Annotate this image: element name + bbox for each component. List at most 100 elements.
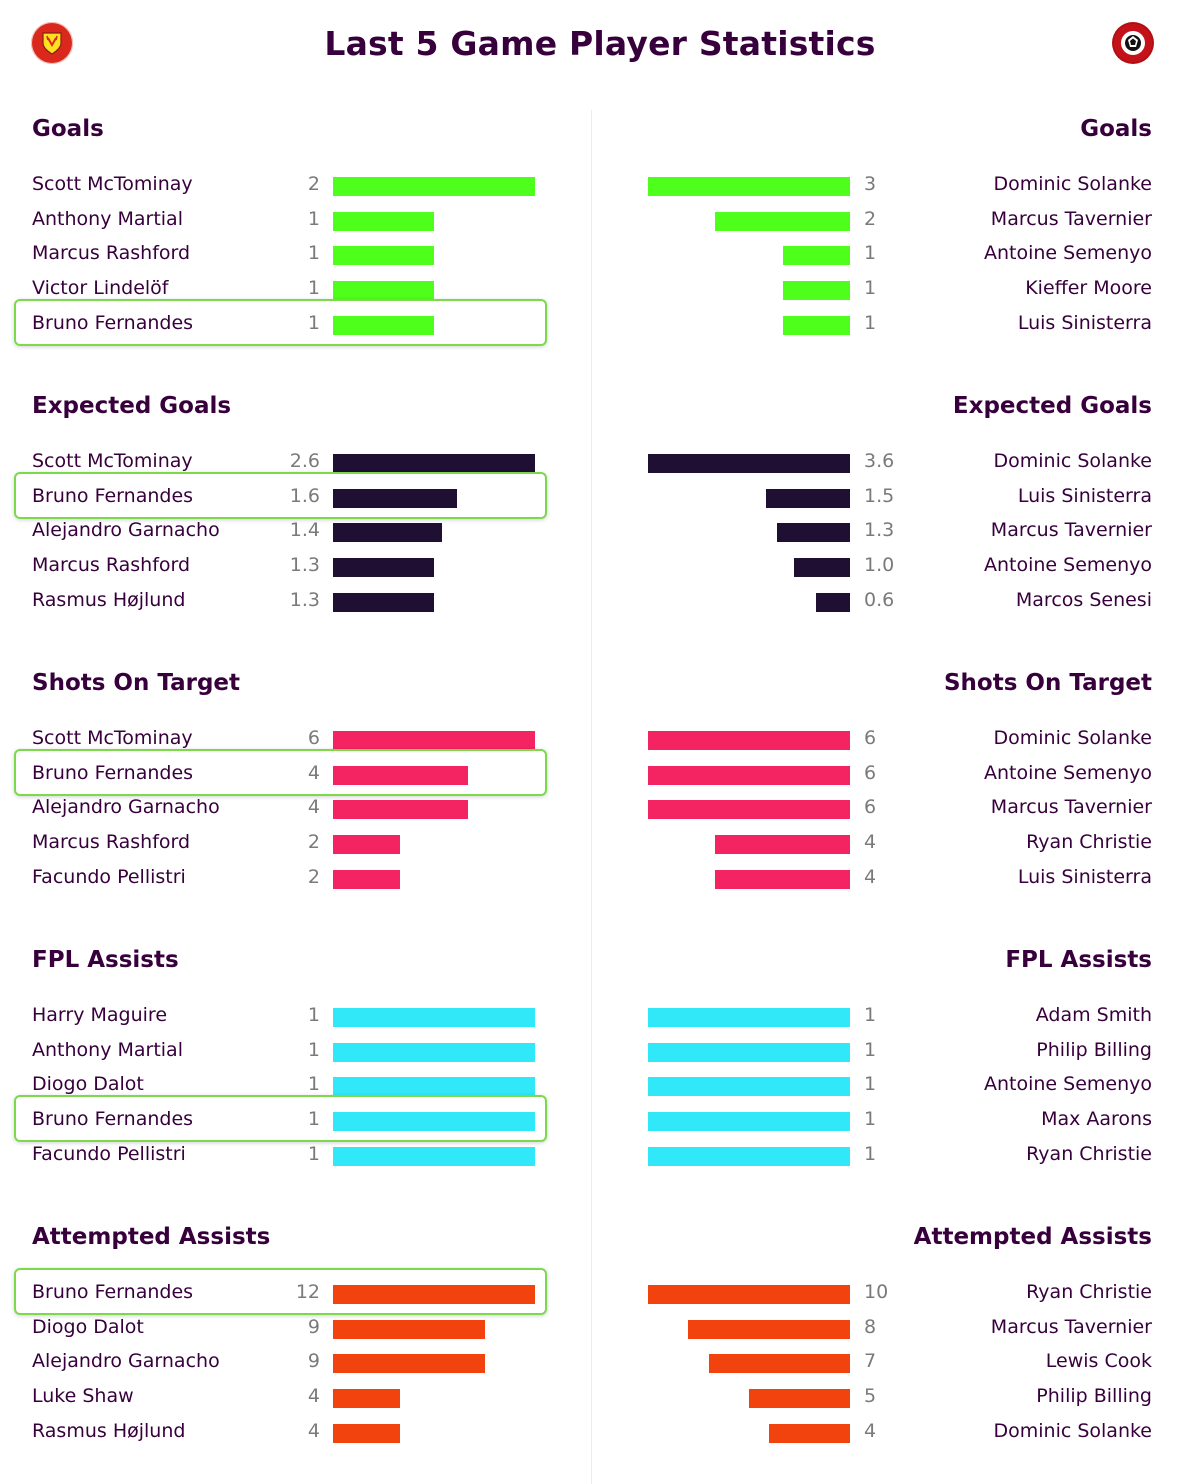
- right-stat-value: 1: [864, 1073, 877, 1096]
- devil-shield-icon: [42, 32, 62, 55]
- right-player-name[interactable]: Adam Smith: [1035, 1004, 1152, 1026]
- left-player-name[interactable]: Bruno Fernandes: [32, 761, 194, 784]
- left-player-name[interactable]: Alejandro Garnacho: [32, 1350, 220, 1373]
- left-bar: [333, 765, 468, 785]
- left-stat-value: 1.6: [289, 484, 320, 507]
- left-bar: [333, 1354, 485, 1374]
- left-player-name[interactable]: Rasmus Højlund: [32, 588, 186, 611]
- right-player-name[interactable]: Dominic Solanke: [993, 1419, 1152, 1442]
- right-player-name[interactable]: Luis Sinisterra: [1017, 865, 1152, 888]
- right-bar: [648, 765, 850, 785]
- left-stat-value: 1.4: [289, 519, 320, 542]
- right-player-name[interactable]: Dominic Solanke: [993, 173, 1152, 195]
- right-player-name[interactable]: Marcus Tavernier: [990, 207, 1152, 230]
- left-player-name[interactable]: Scott McTominay: [32, 173, 193, 195]
- left-player-name[interactable]: Scott McTominay: [32, 727, 193, 749]
- right-player-name[interactable]: Max Aarons: [1041, 1108, 1152, 1131]
- right-stat-value: 1: [864, 311, 877, 334]
- left-stat-value: 2: [307, 865, 320, 888]
- left-stat-value: 4: [307, 1419, 320, 1442]
- right-bar: [783, 315, 850, 335]
- left-player-name[interactable]: Bruno Fernandes: [32, 311, 194, 334]
- right-bar: [648, 177, 850, 196]
- left-player-name[interactable]: Rasmus Højlund: [32, 1419, 186, 1442]
- right-player-name[interactable]: Philip Billing: [1036, 1385, 1152, 1408]
- left-bar: [333, 454, 535, 473]
- right-bar: [648, 1008, 850, 1027]
- left-player-name[interactable]: Luke Shaw: [32, 1385, 134, 1408]
- left-bar: [333, 1008, 535, 1027]
- right-bar: [688, 1319, 850, 1339]
- bournemouth-crest-icon: [1112, 22, 1154, 64]
- left-player-name[interactable]: Marcus Rashford: [32, 831, 191, 854]
- right-player-name[interactable]: Kieffer Moore: [1025, 277, 1152, 300]
- right-bar: [794, 558, 850, 578]
- left-player-name[interactable]: Marcus Rashford: [32, 242, 191, 265]
- right-player-name[interactable]: Ryan Christie: [1026, 1142, 1152, 1165]
- left-player-name[interactable]: Anthony Martial: [32, 207, 183, 230]
- left-shots-on-target-title: Shots On Target: [32, 670, 241, 696]
- right-bar: [648, 731, 850, 750]
- left-player-name[interactable]: Anthony Martial: [32, 1038, 183, 1061]
- right-player-name[interactable]: Dominic Solanke: [993, 727, 1152, 749]
- right-player-name[interactable]: Marcos Senesi: [1015, 588, 1152, 611]
- right-player-name[interactable]: Marcus Tavernier: [990, 1315, 1152, 1338]
- right-player-name[interactable]: Antoine Semenyo: [983, 1073, 1152, 1096]
- right-bar: [648, 1112, 850, 1132]
- left-stat-value: 9: [307, 1350, 320, 1373]
- left-player-name[interactable]: Diogo Dalot: [32, 1073, 144, 1096]
- left-player-name[interactable]: Diogo Dalot: [32, 1315, 144, 1338]
- left-stat-value: 2: [307, 173, 320, 195]
- left-player-name[interactable]: Bruno Fernandes: [32, 484, 194, 507]
- right-stat-value: 3.6: [864, 450, 895, 472]
- right-player-name[interactable]: Dominic Solanke: [993, 450, 1152, 472]
- right-bar: [777, 523, 850, 543]
- left-expected-goals-title: Expected Goals: [32, 393, 232, 419]
- left-player-name[interactable]: Alejandro Garnacho: [32, 796, 220, 819]
- left-player-name[interactable]: Scott McTominay: [32, 450, 193, 472]
- right-stat-value: 3: [864, 173, 877, 195]
- right-player-name[interactable]: Marcus Tavernier: [990, 519, 1152, 542]
- right-attempted-assists-title: Attempted Assists: [913, 1224, 1152, 1250]
- right-stat-value: 4: [864, 831, 877, 854]
- right-player-name[interactable]: Ryan Christie: [1026, 1281, 1152, 1303]
- right-stat-value: 5: [864, 1385, 877, 1408]
- left-bar: [333, 1042, 535, 1062]
- right-stat-value: 4: [864, 1419, 877, 1442]
- right-stat-value: 1: [864, 1142, 877, 1165]
- right-player-name[interactable]: Luis Sinisterra: [1017, 311, 1152, 334]
- left-player-name[interactable]: Bruno Fernandes: [32, 1108, 194, 1131]
- right-player-name[interactable]: Luis Sinisterra: [1017, 484, 1152, 507]
- left-player-name[interactable]: Facundo Pellistri: [32, 1142, 186, 1165]
- left-player-name[interactable]: Bruno Fernandes: [32, 1281, 194, 1303]
- left-stat-value: 2: [307, 831, 320, 854]
- right-player-name[interactable]: Antoine Semenyo: [983, 761, 1152, 784]
- left-stat-value: 6: [307, 727, 320, 749]
- right-player-name[interactable]: Lewis Cook: [1045, 1350, 1152, 1373]
- left-bar: [333, 592, 434, 612]
- right-player-name[interactable]: Marcus Tavernier: [990, 796, 1152, 819]
- left-bar: [333, 835, 400, 855]
- right-stat-value: 1: [864, 1108, 877, 1131]
- left-player-name[interactable]: Victor Lindelöf: [32, 277, 169, 300]
- left-attempted-assists-title: Attempted Assists: [32, 1224, 271, 1250]
- left-player-name[interactable]: Harry Maguire: [32, 1004, 168, 1026]
- right-player-name[interactable]: Ryan Christie: [1026, 831, 1152, 854]
- highlight-box: [14, 1095, 547, 1143]
- left-player-name[interactable]: Alejandro Garnacho: [32, 519, 220, 542]
- right-bar: [709, 1354, 850, 1374]
- left-stat-value: 1: [307, 1142, 320, 1165]
- right-player-name[interactable]: Philip Billing: [1036, 1038, 1152, 1061]
- left-stat-value: 2.6: [289, 450, 320, 472]
- left-player-name[interactable]: Marcus Rashford: [32, 554, 191, 577]
- right-stat-value: 4: [864, 865, 877, 888]
- cherry-ball-icon: [1114, 24, 1152, 62]
- right-player-name[interactable]: Antoine Semenyo: [983, 554, 1152, 577]
- right-player-name[interactable]: Antoine Semenyo: [983, 242, 1152, 265]
- left-stat-value: 1: [307, 1073, 320, 1096]
- right-expected-goals-title: Expected Goals: [952, 393, 1152, 419]
- right-stat-value: 0.6: [864, 588, 895, 611]
- right-bar: [648, 800, 850, 820]
- left-player-name[interactable]: Facundo Pellistri: [32, 865, 186, 888]
- right-stat-value: 1: [864, 1038, 877, 1061]
